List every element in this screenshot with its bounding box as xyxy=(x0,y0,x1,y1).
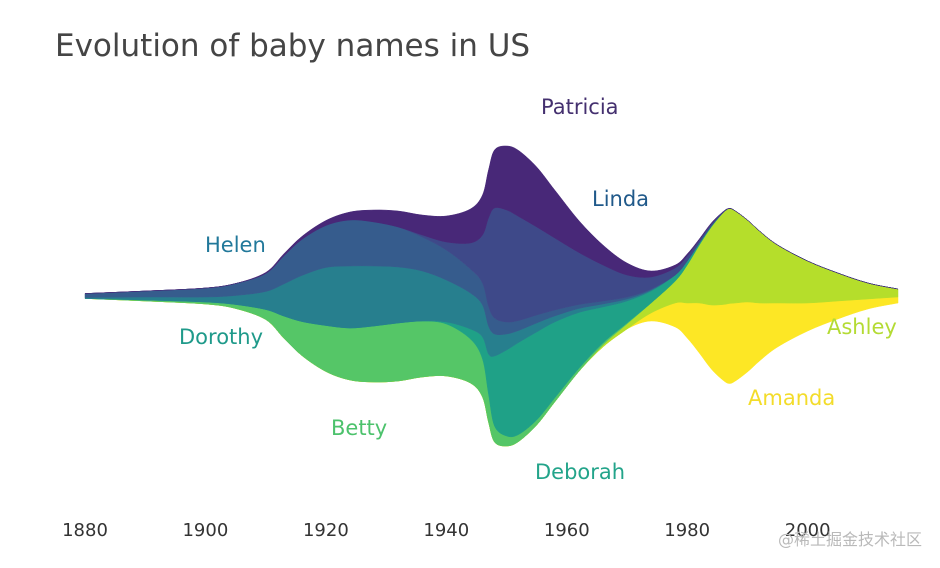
x-axis-ticks: 1880 1900 1920 1940 1960 1980 2000 xyxy=(62,520,831,541)
x-tick-label: 2000 xyxy=(785,520,831,541)
series-label-patricia: Patricia xyxy=(541,95,619,119)
series-label-helen: Helen xyxy=(205,233,266,257)
series-label-deborah: Deborah xyxy=(535,460,625,484)
x-tick-label: 1960 xyxy=(544,520,590,541)
chart-title: Evolution of baby names in US xyxy=(55,28,531,64)
x-tick-label: 1920 xyxy=(303,520,349,541)
series-label-ashley: Ashley xyxy=(827,315,897,339)
series-label-linda: Linda xyxy=(592,187,649,211)
x-tick-label: 1980 xyxy=(664,520,710,541)
series-label-betty: Betty xyxy=(331,416,387,440)
x-tick-label: 1880 xyxy=(62,520,108,541)
series-label-amanda: Amanda xyxy=(748,386,835,410)
x-tick-label: 1940 xyxy=(423,520,469,541)
stream-layers xyxy=(84,145,899,447)
x-tick-label: 1900 xyxy=(182,520,228,541)
stream-patricia xyxy=(84,145,899,294)
watermark: @稀土掘金技术社区 xyxy=(777,530,922,549)
series-label-dorothy: Dorothy xyxy=(179,325,263,349)
series-labels: Helen Dorothy Betty Patricia Linda Debor… xyxy=(179,95,897,484)
